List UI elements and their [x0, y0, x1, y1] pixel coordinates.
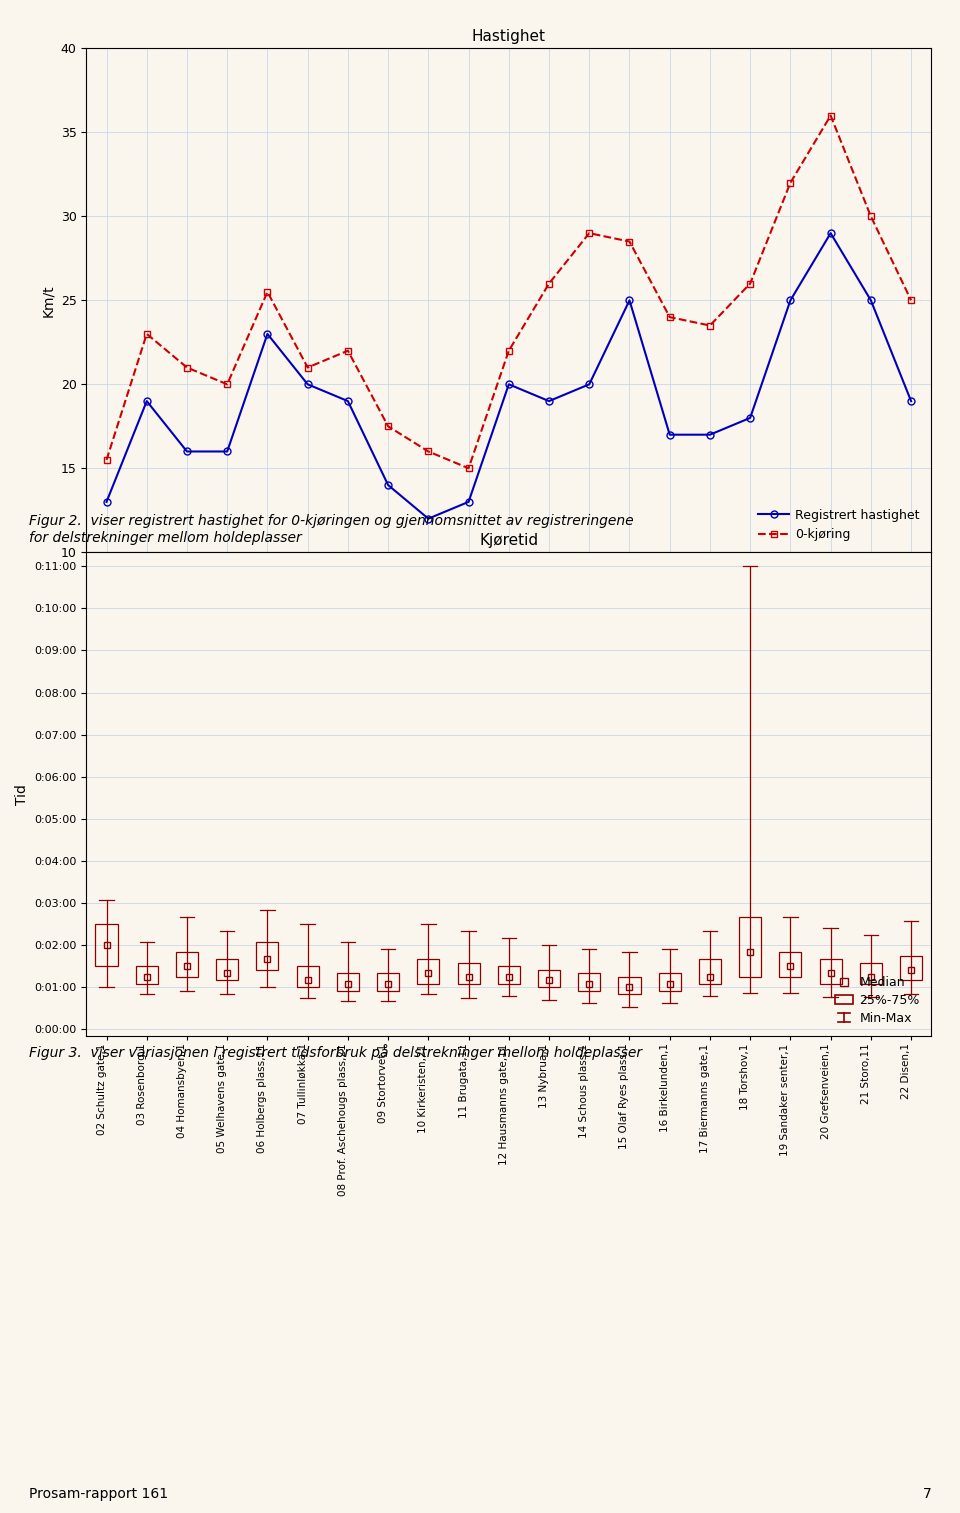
Bar [297, 967, 319, 988]
Bar [699, 959, 721, 983]
Legend: Registrert hastighet, 0-kjøring: Registrert hastighet, 0-kjøring [753, 504, 924, 546]
Y-axis label: Km/t: Km/t [41, 284, 56, 316]
Title: Kjøretid: Kjøretid [479, 533, 539, 548]
Text: Figur 3.  viser variasjonen i registrert tidsforbruk på delstrekninger mellom ho: Figur 3. viser variasjonen i registrert … [29, 1044, 642, 1061]
Bar [418, 959, 440, 983]
Bar [377, 973, 399, 991]
Title: Hastighet: Hastighet [471, 29, 546, 44]
Bar [780, 952, 802, 977]
Bar [578, 973, 600, 991]
Bar [95, 924, 117, 967]
Bar [337, 973, 359, 991]
Bar [860, 962, 882, 983]
Bar [458, 962, 480, 983]
Bar [256, 941, 278, 970]
Text: 7: 7 [923, 1487, 931, 1501]
Bar [176, 952, 198, 977]
Bar [739, 917, 761, 977]
Bar [135, 967, 157, 983]
Y-axis label: Tid: Tid [14, 784, 29, 805]
Bar [538, 970, 560, 988]
Text: Prosam-rapport 161: Prosam-rapport 161 [29, 1487, 168, 1501]
Bar [618, 977, 640, 994]
Bar [900, 956, 923, 980]
Bar [497, 967, 520, 983]
Bar [820, 959, 842, 983]
Bar [659, 973, 681, 991]
Legend: Median, 25%-75%, Min-Max: Median, 25%-75%, Min-Max [829, 971, 924, 1030]
Bar [216, 959, 238, 980]
Text: Figur 2.  viser registrert hastighet for 0-kjøringen og gjennomsnittet av regist: Figur 2. viser registrert hastighet for … [29, 514, 634, 545]
